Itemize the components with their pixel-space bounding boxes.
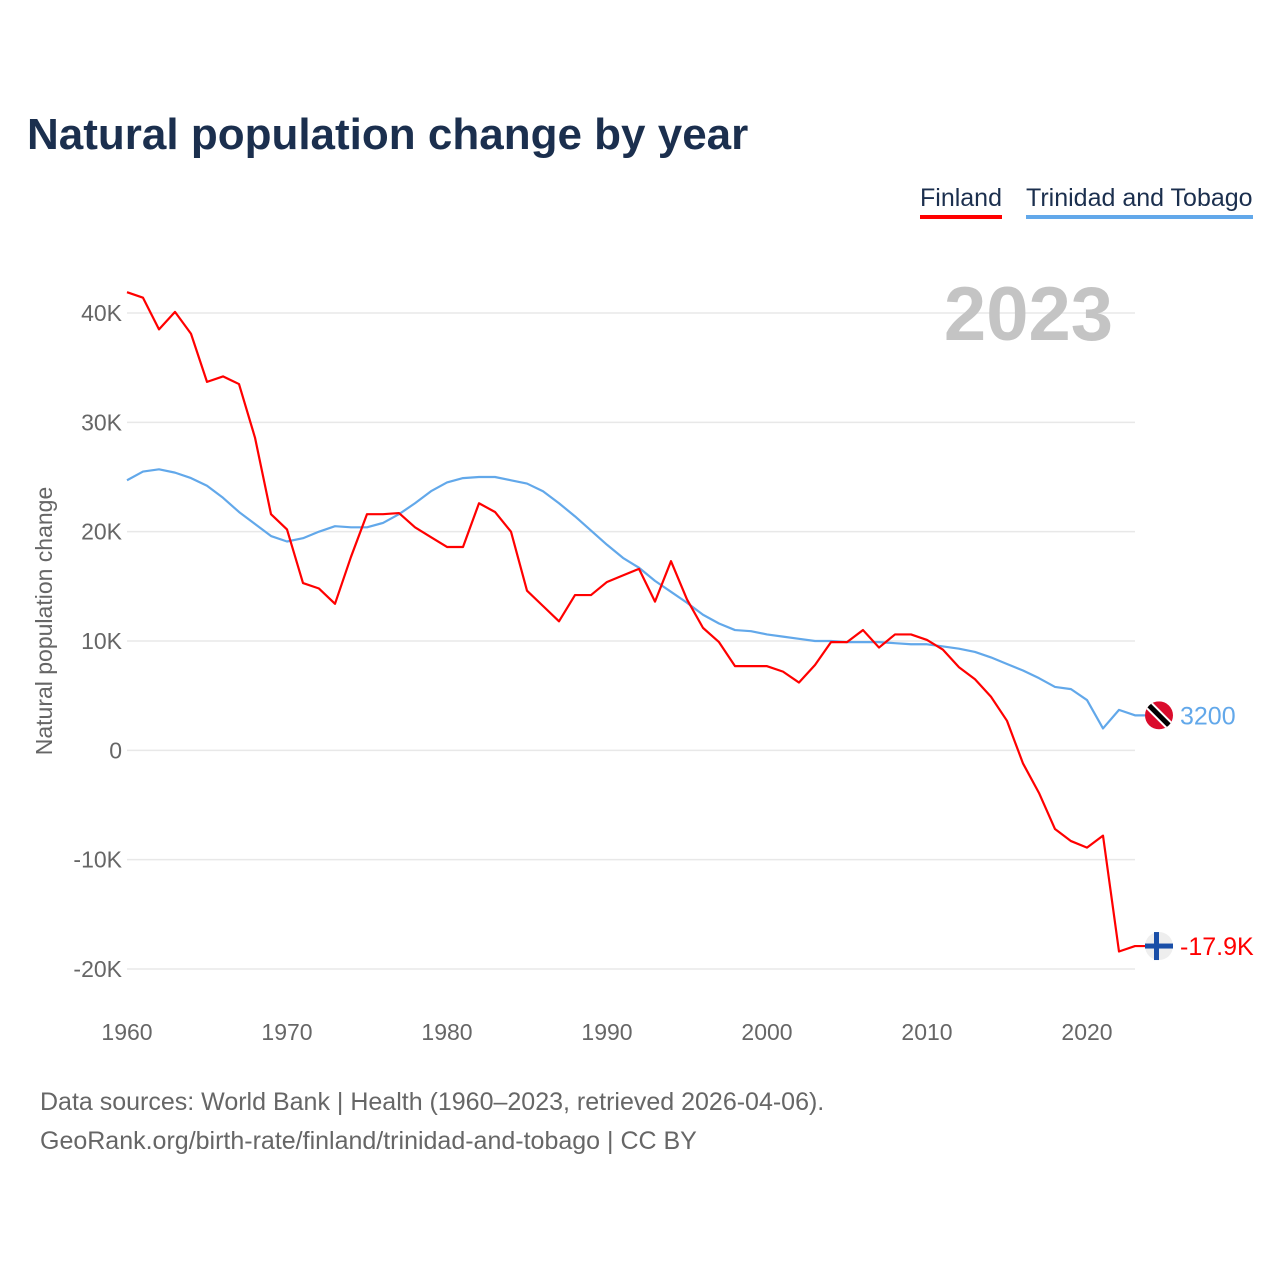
x-tick-label: 1960 <box>101 1019 152 1045</box>
x-tick-label: 2000 <box>741 1019 792 1045</box>
y-tick-label: 40K <box>81 300 123 326</box>
chart-title: Natural population change by year <box>27 110 749 159</box>
year-label: 2023 <box>944 272 1113 357</box>
x-tick-label: 1990 <box>581 1019 632 1045</box>
series-line-finland <box>126 291 1145 953</box>
y-tick-label: 0 <box>109 737 122 763</box>
finland-flag-icon <box>1145 932 1173 961</box>
x-tick-label: 2020 <box>1061 1019 1112 1045</box>
y-tick-label: -20K <box>73 956 122 982</box>
x-tick-label: 1980 <box>421 1019 472 1045</box>
trinidad-and-tobago-flag-icon <box>1145 701 1173 730</box>
legend-item-finland[interactable]: Finland <box>920 184 1002 219</box>
y-tick-label: -10K <box>73 847 122 873</box>
x-tick-label: 2010 <box>901 1019 952 1045</box>
end-value-label: 3200 <box>1180 702 1236 730</box>
y-tick-label: 30K <box>81 409 123 435</box>
end-value-label: -17.9K <box>1180 933 1254 961</box>
y-axis-label: Natural population change <box>31 487 57 756</box>
data-source-text: Data sources: World Bank | Health (1960–… <box>40 1088 825 1116</box>
series-line-trinidad-and-tobago <box>126 468 1145 730</box>
y-tick-label: 10K <box>81 628 123 654</box>
y-tick-label: 20K <box>81 519 123 545</box>
source-url-link[interactable]: GeoRank.org/birth-rate/finland/trinidad-… <box>40 1127 697 1155</box>
x-tick-label: 1970 <box>261 1019 312 1045</box>
legend-item-trinidad-and-tobago[interactable]: Trinidad and Tobago <box>1026 184 1253 219</box>
